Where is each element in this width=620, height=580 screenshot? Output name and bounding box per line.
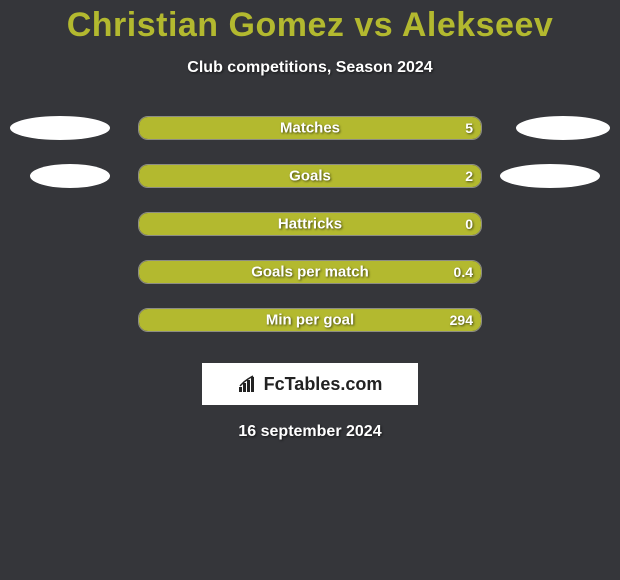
stat-row: Hattricks 0 [0, 211, 620, 237]
stat-label: Hattricks [278, 216, 342, 233]
stat-bar: Goals per match 0.4 [138, 260, 482, 284]
stat-value-right: 0.4 [454, 264, 473, 280]
logo-box: FcTables.com [202, 363, 418, 405]
stat-row: Goals per match 0.4 [0, 259, 620, 285]
stat-label: Goals [289, 168, 331, 185]
stat-bar: Min per goal 294 [138, 308, 482, 332]
marker-ellipse-right [500, 164, 600, 188]
stat-bar: Goals 2 [138, 164, 482, 188]
marker-ellipse-left [30, 164, 110, 188]
stat-label: Matches [280, 120, 340, 137]
fctables-logo: FcTables.com [238, 374, 383, 395]
logo-text: FcTables.com [264, 374, 383, 395]
comparison-title: Christian Gomez vs Alekseev [0, 0, 620, 45]
comparison-subtitle: Club competitions, Season 2024 [0, 59, 620, 77]
stat-value-right: 294 [450, 312, 473, 328]
stat-value-right: 0 [465, 216, 473, 232]
stats-container: Matches 5 Goals 2 Hattricks 0 Goals per match 0… [0, 115, 620, 333]
stat-bar: Hattricks 0 [138, 212, 482, 236]
stat-label: Goals per match [251, 264, 369, 281]
marker-ellipse-left [10, 116, 110, 140]
stat-row: Goals 2 [0, 163, 620, 189]
stat-label: Min per goal [266, 312, 354, 329]
stat-value-right: 2 [465, 168, 473, 184]
stat-row: Min per goal 294 [0, 307, 620, 333]
stat-row: Matches 5 [0, 115, 620, 141]
date-label: 16 september 2024 [0, 423, 620, 441]
stat-bar: Matches 5 [138, 116, 482, 140]
marker-ellipse-right [516, 116, 610, 140]
bars-icon [238, 375, 260, 393]
stat-value-right: 5 [465, 120, 473, 136]
